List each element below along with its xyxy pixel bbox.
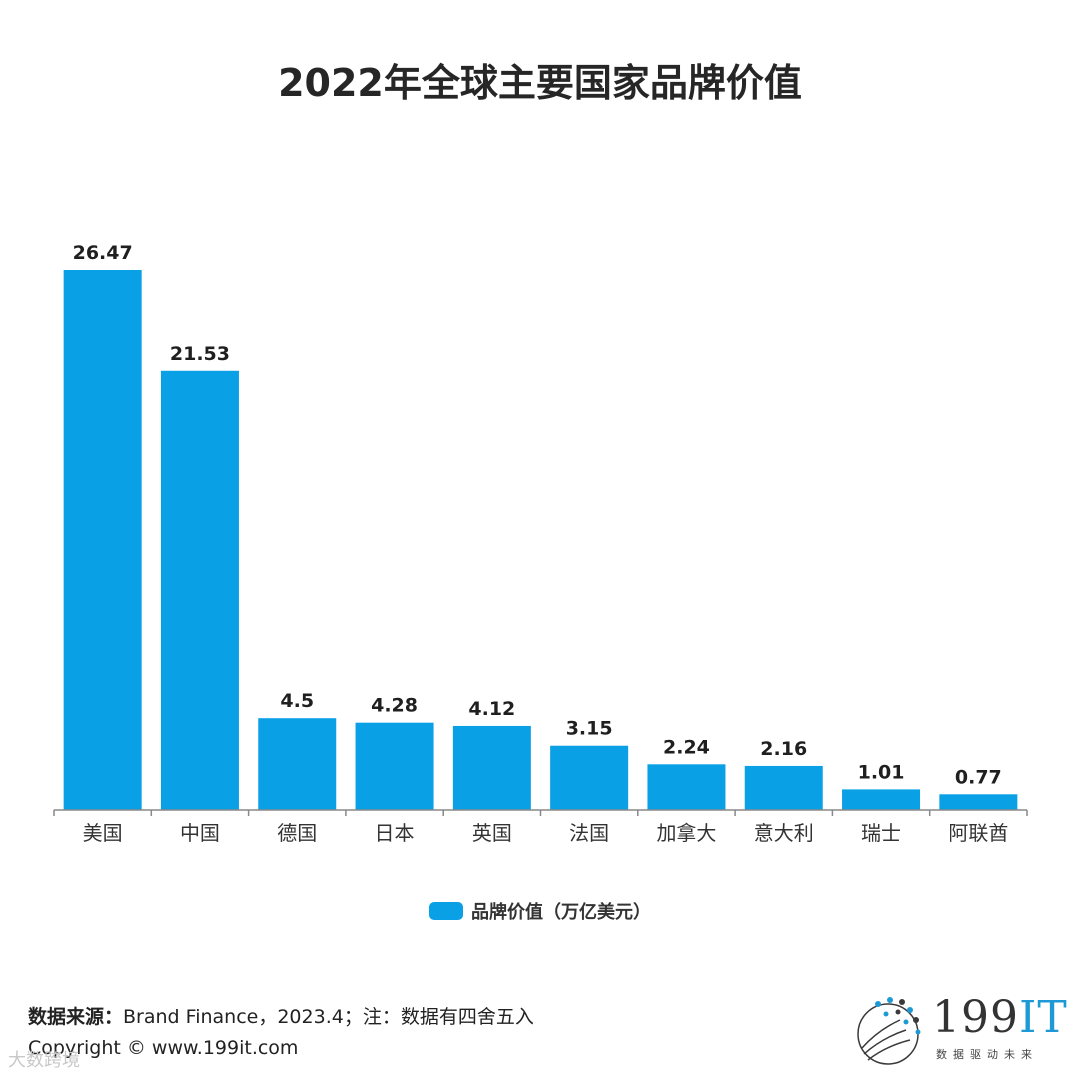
legend-label: 品牌价值（万亿美元）: [471, 902, 651, 923]
footer-copyright: Copyright © www.199it.com: [28, 1037, 299, 1059]
value-label-6: 2.24: [663, 736, 710, 758]
category-label-7: 意大利: [754, 821, 814, 845]
legend: 品牌价值（万亿美元）: [0, 898, 1080, 924]
value-label-9: 0.77: [955, 766, 1002, 788]
chart-title: 2022年全球主要国家品牌价值: [278, 61, 802, 105]
category-label-6: 加拿大: [656, 821, 716, 845]
value-label-0: 26.47: [73, 242, 133, 264]
value-label-2: 4.5: [280, 690, 314, 712]
bar-6: [647, 764, 726, 810]
logo-tagline: 数据驱动未来: [936, 1048, 1038, 1061]
value-label-7: 2.16: [760, 738, 807, 760]
x-axis: [53, 809, 1028, 816]
logo: 199IT 数据驱动未来: [848, 990, 1067, 1070]
category-label-8: 瑞士: [861, 821, 901, 845]
value-label-5: 3.15: [566, 718, 613, 740]
bar-0: [63, 270, 142, 810]
bar-3: [355, 722, 434, 810]
value-label-1: 21.53: [170, 343, 230, 365]
logo-dots-icon: [857, 997, 921, 1065]
legend-swatch: [429, 902, 463, 920]
bar-9: [939, 794, 1018, 810]
bar-2: [258, 718, 337, 810]
value-label-3: 4.28: [371, 695, 418, 717]
footer-source: 数据来源：Brand Finance，2023.4；注：数据有四舍五入: [28, 1002, 534, 1029]
category-label-2: 德国: [277, 821, 317, 845]
source-label: 数据来源：: [28, 1006, 124, 1028]
category-label-5: 法国: [569, 821, 609, 845]
category-label-9: 阿联酋: [948, 821, 1008, 845]
bar-7: [744, 765, 823, 810]
value-labels-group: 26.47 21.53 4.5 4.28 4.12 3.15 2.24 2.16 1.01 0.7…: [73, 242, 1002, 788]
bar-5: [550, 745, 629, 810]
bar-4: [452, 725, 531, 810]
watermark: 大数跨境: [8, 1050, 80, 1071]
bar-1: [160, 370, 239, 810]
value-label-4: 4.12: [468, 698, 515, 720]
category-label-1: 中国: [180, 821, 220, 845]
category-label-3: 日本: [375, 821, 415, 845]
source-text: Brand Finance，2023.4；注：数据有四舍五入: [123, 1006, 534, 1028]
logo-text: 199IT: [932, 992, 1068, 1043]
bar-chart: 26.47 21.53 4.5 4.28 4.12 3.15 2.24 2.16 1.01 0.7…: [53, 242, 1028, 845]
category-label-0: 美国: [83, 821, 123, 845]
category-label-4: 英国: [472, 821, 512, 845]
bar-8: [842, 789, 921, 810]
category-labels-group: 美国 中国 德国 日本 英国 法国 加拿大 意大利 瑞士 阿联酋: [83, 821, 1009, 845]
value-label-8: 1.01: [858, 761, 905, 783]
bars-group: [63, 270, 1018, 810]
